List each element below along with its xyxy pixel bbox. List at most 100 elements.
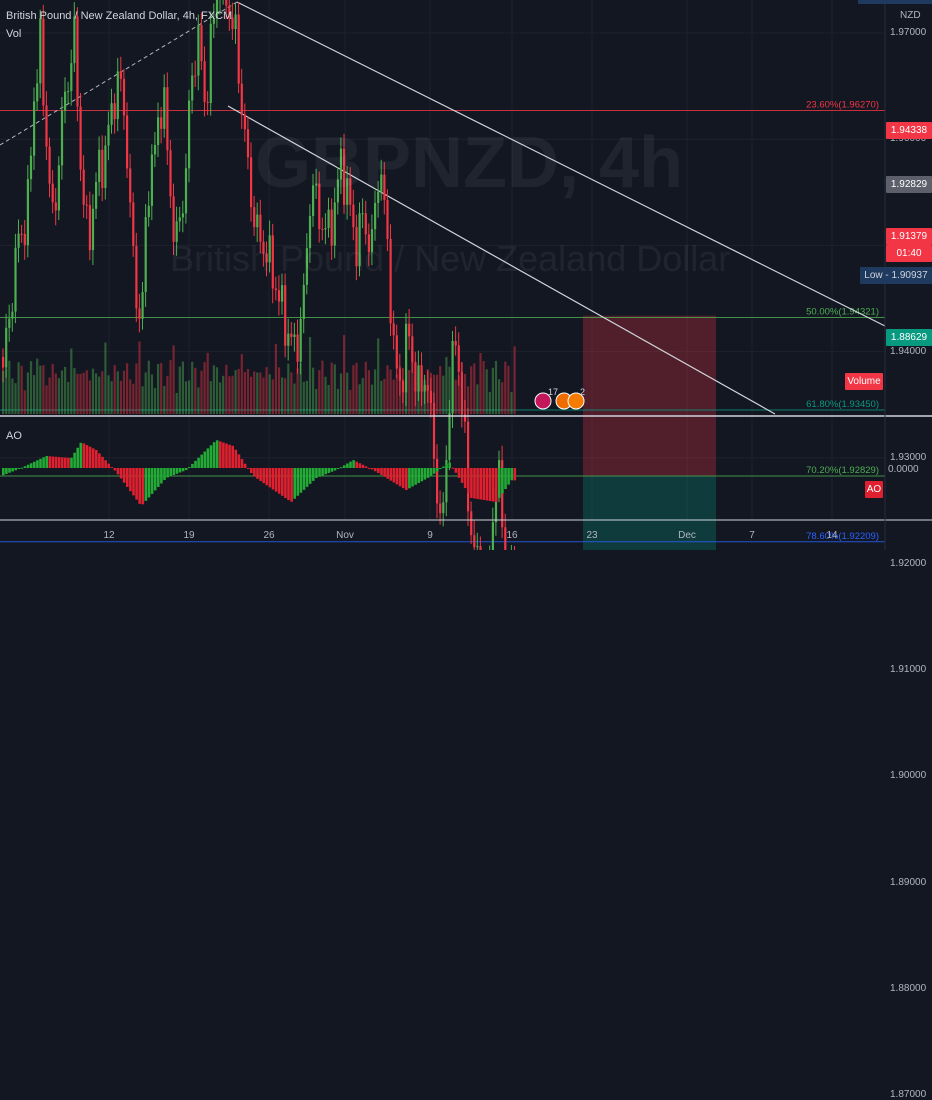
volume-bar bbox=[76, 373, 79, 414]
candle bbox=[324, 228, 327, 230]
volume-bar bbox=[432, 374, 436, 414]
ao-bar bbox=[126, 468, 129, 487]
volume-bar bbox=[222, 375, 225, 414]
ao-bar bbox=[181, 468, 185, 472]
candle bbox=[20, 233, 23, 235]
ao-bar bbox=[116, 468, 120, 475]
volume-bar bbox=[246, 368, 250, 414]
volume-bar bbox=[206, 352, 209, 414]
volume-bar bbox=[215, 367, 219, 414]
candle bbox=[383, 174, 386, 200]
volume-bar bbox=[259, 372, 262, 414]
volume-bar bbox=[507, 365, 510, 414]
volume-bar bbox=[126, 363, 129, 414]
price-tick-label: 1.87000 bbox=[890, 1089, 927, 1100]
volume-bar bbox=[330, 362, 333, 414]
ao-bar bbox=[67, 457, 70, 468]
candle bbox=[501, 460, 504, 528]
ao-bar bbox=[277, 468, 281, 494]
candle bbox=[361, 213, 364, 215]
ao-bar bbox=[188, 467, 191, 468]
candle bbox=[2, 356, 5, 368]
volume-bar bbox=[91, 368, 95, 414]
volume-bar bbox=[95, 373, 98, 414]
ao-bar bbox=[268, 468, 272, 488]
volume-bar bbox=[166, 375, 169, 414]
volume-bar bbox=[420, 370, 423, 414]
ao-bar bbox=[5, 468, 8, 474]
candle bbox=[442, 502, 445, 514]
candle bbox=[346, 178, 349, 205]
candle bbox=[60, 110, 64, 166]
volume-bar bbox=[287, 363, 290, 414]
ao-bar bbox=[358, 463, 362, 468]
volume-indicator-label[interactable]: Vol bbox=[6, 28, 22, 40]
candle bbox=[315, 183, 318, 186]
volume-bar bbox=[296, 368, 299, 414]
ao-indicator-label[interactable]: AO bbox=[6, 430, 22, 442]
volume-bar bbox=[405, 373, 408, 414]
volume-bar bbox=[411, 346, 414, 414]
candle bbox=[476, 546, 479, 548]
candle bbox=[70, 63, 73, 92]
volume-bar bbox=[104, 342, 107, 414]
ao-bar bbox=[290, 468, 293, 502]
ao-bar bbox=[451, 467, 455, 469]
ao-bar bbox=[336, 468, 340, 469]
candle bbox=[160, 117, 163, 129]
candle bbox=[82, 169, 85, 205]
ao-bar bbox=[339, 467, 343, 469]
volume-bar bbox=[200, 370, 203, 414]
ao-bar bbox=[488, 468, 492, 501]
chart-canvas[interactable]: 23.60%(1.96270) 50.00%(1.94321) 61.80%(1.9… bbox=[0, 0, 932, 550]
candle bbox=[479, 546, 482, 550]
ao-bar bbox=[302, 468, 306, 490]
candle bbox=[234, 14, 237, 30]
candle bbox=[116, 71, 119, 120]
candle bbox=[349, 178, 352, 205]
volume-bar bbox=[389, 369, 392, 414]
candle bbox=[274, 288, 277, 291]
ao-bar bbox=[414, 468, 417, 485]
time-tick-label: 19 bbox=[183, 530, 195, 541]
ao-bar bbox=[256, 468, 259, 479]
candle bbox=[470, 511, 473, 536]
candle bbox=[206, 101, 209, 104]
volume-bar bbox=[398, 365, 401, 414]
volume-bar bbox=[488, 391, 491, 414]
candle bbox=[250, 157, 253, 208]
ao-bar bbox=[333, 468, 337, 471]
candle bbox=[110, 103, 113, 125]
volume-bar bbox=[299, 363, 302, 414]
candle bbox=[107, 124, 110, 146]
volume-tag: Volume bbox=[845, 373, 883, 390]
candle bbox=[178, 217, 181, 222]
price-tick-label: 1.94000 bbox=[890, 345, 927, 357]
candle bbox=[212, 18, 215, 24]
ao-bar bbox=[296, 468, 300, 496]
volume-bar bbox=[36, 358, 39, 414]
ao-bar bbox=[54, 456, 58, 468]
candle bbox=[129, 168, 132, 203]
candle bbox=[79, 106, 82, 170]
candle bbox=[215, 0, 219, 19]
candle bbox=[113, 103, 116, 120]
ao-bar bbox=[330, 468, 334, 472]
ao-bar bbox=[284, 468, 287, 498]
candle bbox=[163, 87, 166, 129]
volume-bar bbox=[448, 366, 451, 414]
volume-bar bbox=[20, 365, 23, 414]
time-tick-label: 9 bbox=[427, 530, 433, 541]
ao-bar bbox=[234, 449, 238, 468]
ao-bar bbox=[141, 468, 145, 505]
fib-label: 23.60%(1.96270) bbox=[806, 100, 879, 111]
fib-label: 78.60%(1.92209) bbox=[806, 531, 879, 542]
volume-bar bbox=[491, 367, 494, 414]
chart-title[interactable]: British Pound / New Zealand Dollar, 4h, … bbox=[6, 10, 233, 22]
ao-bar bbox=[327, 468, 331, 473]
volume-bar bbox=[129, 379, 132, 414]
candle bbox=[54, 202, 57, 211]
ao-bar bbox=[445, 464, 448, 468]
volume-bar bbox=[349, 390, 352, 414]
volume-bar bbox=[110, 381, 113, 414]
